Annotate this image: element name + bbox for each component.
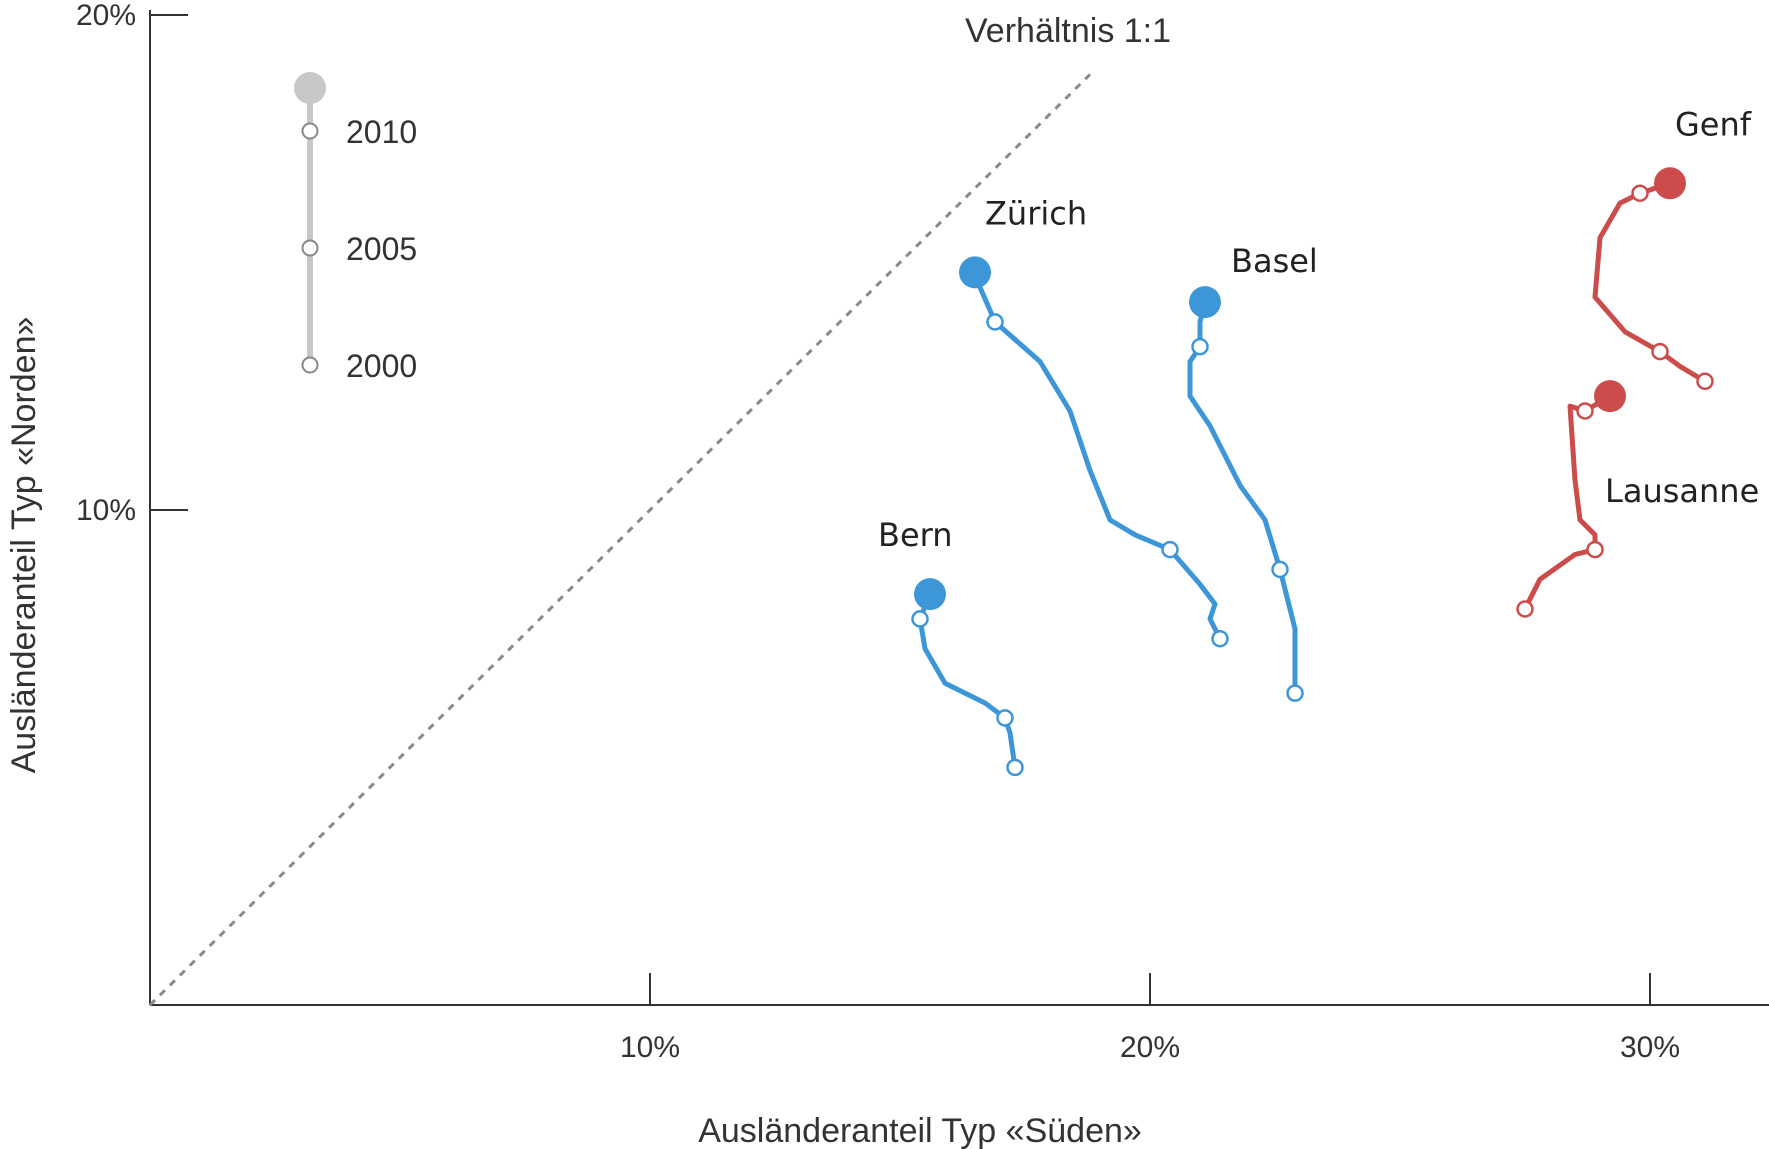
axes: [149, 10, 1769, 1006]
series-label: Bern: [878, 516, 953, 554]
x-tick-label: 20%: [1120, 1031, 1180, 1064]
year-marker: [1696, 372, 1714, 391]
current-point: [959, 256, 991, 289]
year-marker: [1271, 560, 1289, 579]
year-marker: [986, 313, 1004, 331]
series-line: [1187, 299, 1298, 696]
series-line: [1592, 180, 1708, 384]
reference-line-group: Verhältnis 1:1: [148, 12, 1171, 1007]
year-marker: [1576, 402, 1594, 420]
series-line: [1522, 393, 1613, 612]
y-tick-label: 20%: [76, 0, 136, 32]
series-bern: Bern: [878, 516, 1024, 777]
year-marker: [1586, 540, 1604, 559]
year-marker: [911, 610, 929, 628]
series-label: Zürich: [985, 194, 1087, 232]
year-marker: [1631, 184, 1649, 202]
series-label: Lausanne: [1605, 472, 1759, 510]
series-label: Basel: [1231, 242, 1318, 280]
year-marker: [1006, 758, 1024, 777]
x-tick-label: 10%: [620, 1031, 680, 1064]
series-line: [917, 591, 1018, 770]
reference-line-label: Verhältnis 1:1: [965, 12, 1171, 50]
current-point: [914, 578, 946, 611]
reference-line: [148, 73, 1092, 1007]
current-point: [1654, 167, 1686, 200]
year-marker: [1651, 342, 1669, 361]
legend-label: 2010: [346, 114, 417, 150]
year-marker: [1191, 337, 1209, 356]
legend-year-marker: [301, 122, 319, 140]
x-tick-label: 30%: [1620, 1031, 1680, 1064]
year-marker: [1161, 540, 1179, 559]
legend-label: 2005: [346, 231, 417, 267]
current-point: [1594, 380, 1626, 413]
legend-year-marker: [301, 356, 319, 374]
year-marker: [1286, 684, 1304, 702]
series-lausanne: Lausanne: [1516, 380, 1759, 618]
year-marker: [996, 709, 1014, 727]
legend: 2010 2005 2000: [294, 72, 417, 384]
x-axis-title: Ausländeranteil Typ «Süden»: [698, 1112, 1142, 1149]
series-layer: Zürich Basel Bern Genf Lausanne: [878, 105, 1759, 777]
y-axis-title: Ausländeranteil Typ «Norden»: [5, 317, 43, 774]
current-point: [1189, 286, 1221, 319]
series-zürich: Zürich: [959, 194, 1229, 648]
legend-year-marker: [301, 239, 319, 257]
legend-current-point: [294, 72, 326, 104]
y-tick-label: 10%: [76, 494, 136, 527]
series-genf: Genf: [1592, 105, 1752, 391]
series-basel: Basel: [1187, 242, 1318, 702]
ticks: 10% 20% 30% 10% 20%: [76, 0, 1680, 1064]
legend-label: 2000: [346, 348, 417, 384]
series-line: [972, 269, 1223, 642]
series-label: Genf: [1675, 105, 1752, 143]
year-marker: [1211, 629, 1229, 648]
year-marker: [1516, 600, 1534, 618]
